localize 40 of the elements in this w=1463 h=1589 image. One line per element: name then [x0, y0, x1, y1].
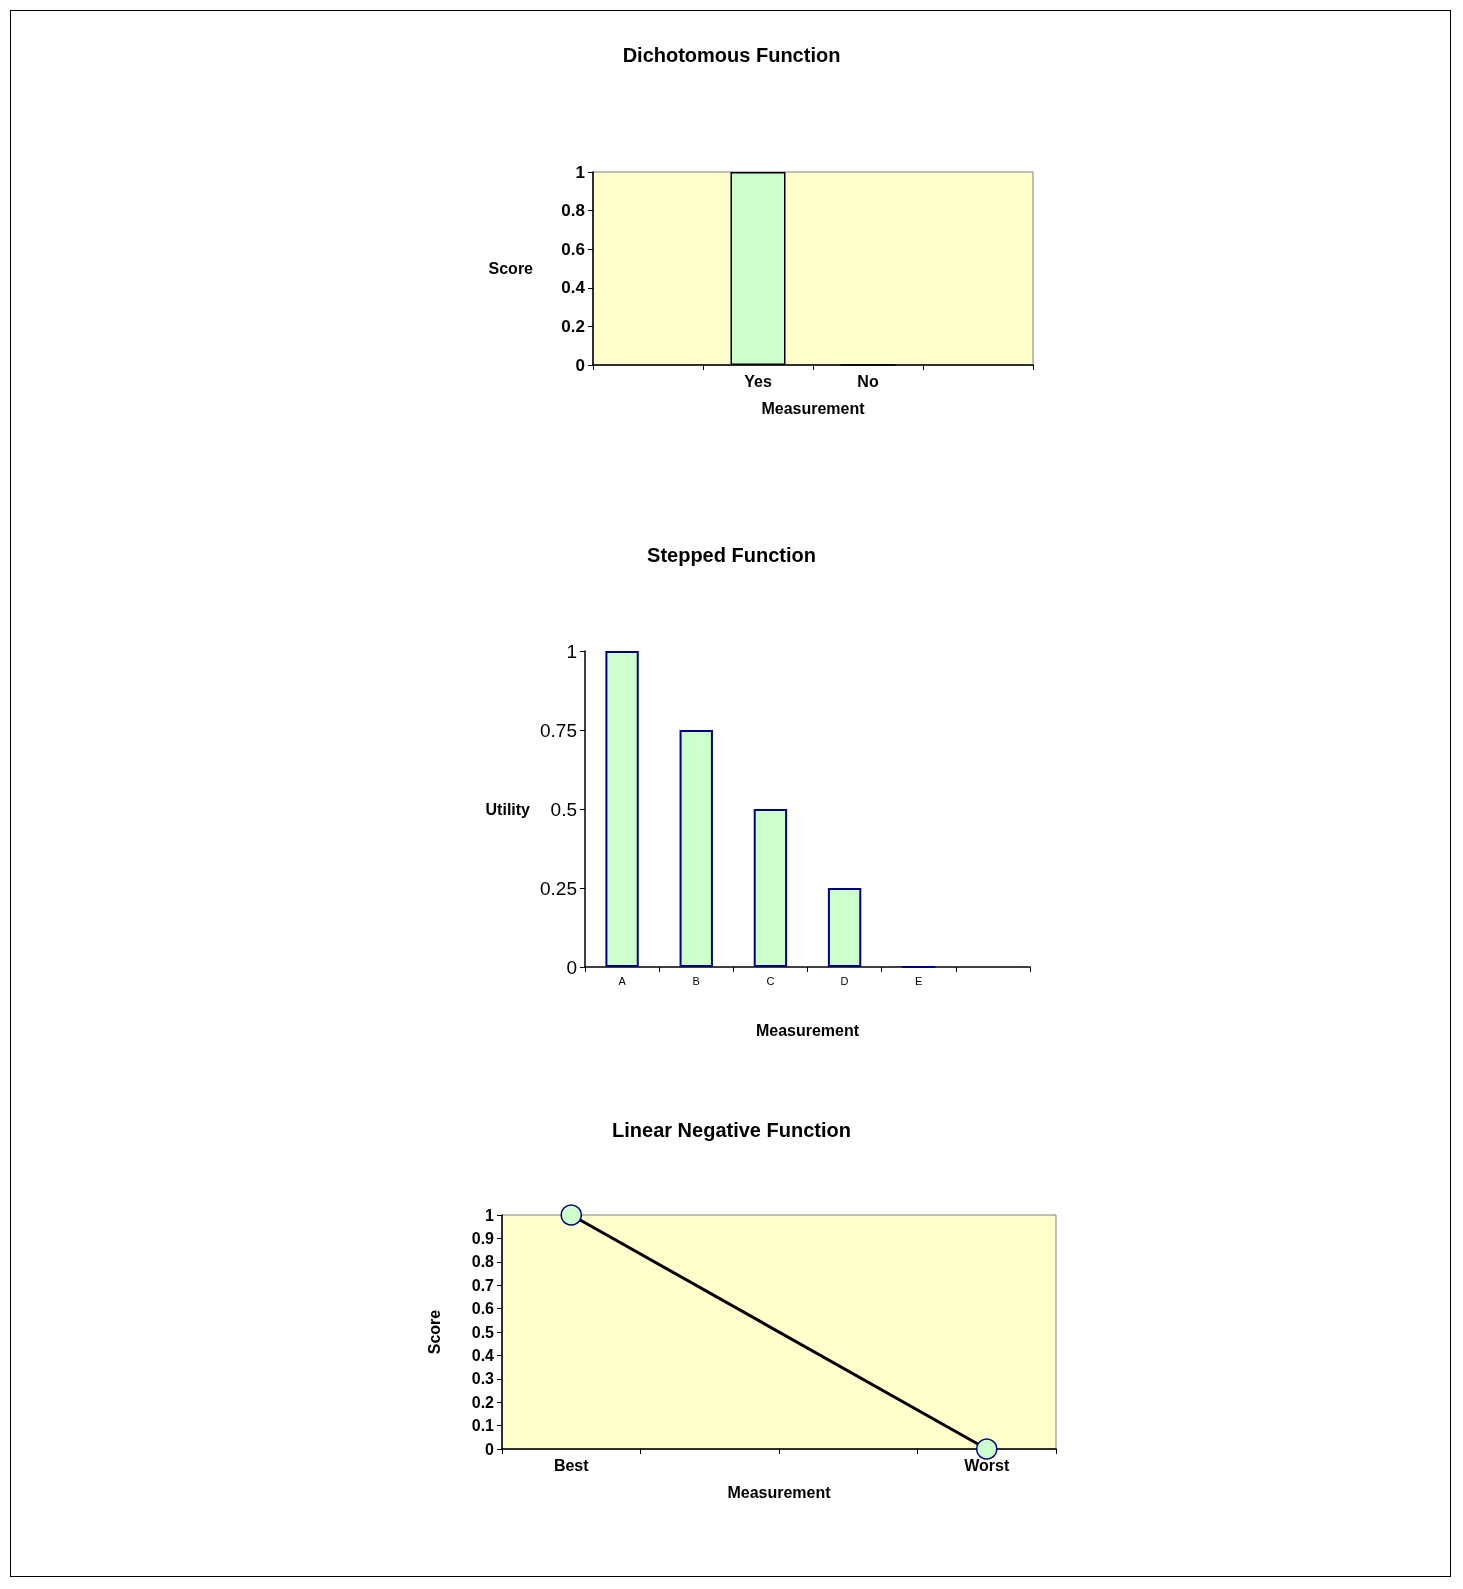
x-tick-label: Worst — [964, 1456, 1010, 1474]
y-tick-label: 0.8 — [561, 201, 585, 221]
x-tick-label: D — [840, 974, 849, 987]
y-tick-label: 0.5 — [471, 1323, 495, 1341]
y-tick-label: 1 — [566, 640, 577, 662]
y-tick-label: 0.4 — [471, 1346, 495, 1364]
y-tick-label: 0.2 — [471, 1393, 495, 1411]
y-tick-label: 0 — [485, 1440, 495, 1458]
x-tick-label: C — [766, 974, 775, 987]
y-tick-label: 0.2 — [561, 316, 585, 336]
chart-title: Stepped Function — [647, 544, 816, 566]
chart-title: Linear Negative Function — [612, 1119, 851, 1141]
y-tick-label: 0.6 — [471, 1300, 495, 1318]
x-tick-label: Yes — [744, 372, 772, 390]
y-tick-label: 0.1 — [471, 1417, 495, 1435]
y-tick-label: 0.75 — [540, 719, 577, 741]
y-tick-label: 0.9 — [471, 1229, 495, 1247]
y-tick-label: 0.8 — [471, 1253, 495, 1271]
x-axis-title: Measurement — [727, 1483, 832, 1501]
x-tick-label: B — [692, 974, 700, 987]
x-axis-title: Measurement — [761, 399, 866, 417]
y-tick-label: 0 — [575, 355, 585, 375]
x-axis-title: Measurement — [755, 1021, 860, 1039]
chart-title: Dichotomous Function — [622, 44, 841, 66]
y-tick-label: 0.5 — [550, 798, 577, 820]
x-tick-label: A — [618, 974, 627, 987]
y-tick-label: 0 — [566, 956, 577, 978]
y-tick-label: 0.25 — [540, 877, 577, 899]
y-axis-title: Utility — [485, 800, 531, 818]
y-axis-title: Score — [425, 1309, 443, 1355]
y-axis-title: Score — [488, 260, 534, 277]
y-tick-label: 1 — [575, 162, 585, 182]
x-tick-label: E — [915, 974, 923, 987]
y-tick-label: 0.7 — [471, 1276, 495, 1294]
x-tick-label: Best — [553, 1456, 590, 1474]
y-tick-label: 1 — [485, 1206, 495, 1224]
y-tick-label: 0.6 — [561, 239, 585, 259]
y-tick-label: 0.4 — [561, 278, 586, 298]
y-tick-label: 0.3 — [471, 1370, 495, 1388]
x-tick-label: No — [857, 372, 879, 390]
